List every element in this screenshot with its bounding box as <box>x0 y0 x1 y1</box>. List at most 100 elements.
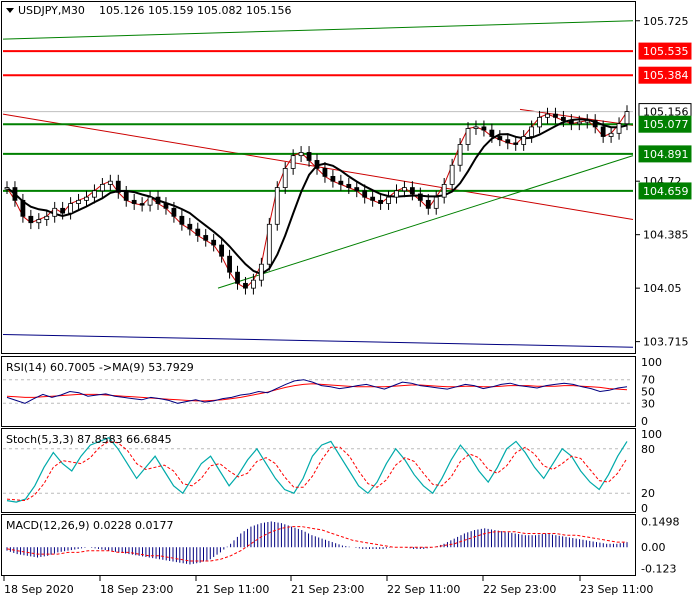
rsi-tick-label: 30 <box>641 397 655 410</box>
candle-body <box>624 111 630 125</box>
candle-body <box>219 244 225 257</box>
rsi-tick-label: 100 <box>641 356 662 369</box>
candle-body <box>155 196 161 204</box>
candle-body <box>235 271 240 284</box>
candle-body <box>330 176 336 182</box>
rsi-title: RSI(14) 60.7005 ->MA(9) 53.7929 <box>6 361 194 374</box>
candle-body <box>537 116 542 128</box>
candle-body <box>115 180 121 193</box>
candle-body <box>322 168 328 177</box>
candle-body <box>4 187 10 190</box>
candle-body <box>68 203 73 214</box>
candle-body <box>52 207 58 217</box>
collapse-triangle-icon[interactable] <box>6 8 14 13</box>
price-label-text-current: 105.156 <box>643 106 689 119</box>
candle-body <box>489 129 495 137</box>
rsi-tick-label: 70 <box>641 374 655 387</box>
price-label-box-support <box>638 182 692 200</box>
candle-body <box>251 279 256 289</box>
candle-body <box>449 164 455 185</box>
candle-body <box>616 123 622 134</box>
rsi-tick-label: 0 <box>641 415 648 428</box>
candle-body <box>584 120 590 123</box>
candle-body <box>60 207 66 214</box>
candle-body <box>465 128 471 145</box>
candle-body <box>314 160 320 169</box>
x-tick-label: 18 Sep 23:00 <box>100 583 173 596</box>
candle-body <box>28 215 34 224</box>
candle-body <box>107 180 113 185</box>
candle-body <box>513 142 519 145</box>
candle-body <box>409 187 415 195</box>
stoch-tick-label: 100 <box>641 428 662 441</box>
candle-body <box>171 207 177 217</box>
price-label-text-support: 104.891 <box>643 148 689 161</box>
candle-body <box>346 183 352 188</box>
candle-body <box>258 263 264 281</box>
main-price-panel: 105.725104.72104.385104.05103.715105.535… <box>2 15 692 349</box>
candle-body <box>290 155 296 169</box>
candle-body <box>36 219 42 224</box>
candle-body <box>441 183 447 198</box>
x-tick-label: 21 Sep 23:00 <box>291 583 364 596</box>
stochastic-panel: 100 80 20 0 <box>3 428 662 515</box>
candle-body <box>147 196 153 206</box>
candle-body <box>545 113 550 118</box>
stoch-signal-line <box>6 440 628 502</box>
channel-top-line <box>2 20 634 40</box>
candle-body <box>481 126 487 131</box>
macd-tick-label: -0.123 <box>641 562 676 575</box>
ohlc-readout: 105.126 105.159 105.082 105.156 <box>99 4 291 17</box>
candle-body <box>227 255 232 273</box>
price-label-text-support: 105.077 <box>643 118 689 131</box>
candle-body <box>473 126 479 129</box>
stoch-tick-label: 20 <box>641 487 655 500</box>
candle-body <box>608 132 614 137</box>
price-label-box-resistance <box>638 42 692 60</box>
stoch-tick-label: 80 <box>641 443 655 456</box>
macd-signal-line <box>6 526 627 562</box>
symbol-title: USDJPY,M30 <box>18 4 85 17</box>
candle-body <box>44 215 50 220</box>
candle-body <box>163 203 169 209</box>
candle-body <box>306 152 312 161</box>
price-label-box-support <box>638 115 692 133</box>
price-label-text-support: 104.659 <box>643 185 689 198</box>
candle-body <box>553 113 558 118</box>
candle-body <box>203 235 209 241</box>
candle-body <box>195 228 201 236</box>
rsi-tick-label: 50 <box>641 386 655 399</box>
candle-body <box>362 190 368 198</box>
stoch-main-line <box>6 436 628 503</box>
rsi-panel-frame <box>1 356 636 427</box>
candle-body <box>529 126 535 137</box>
candle-body <box>425 199 431 209</box>
candle-body <box>131 199 137 204</box>
y-tick-label: 103.715 <box>643 336 689 349</box>
stoch-tick-label: 0 <box>641 502 648 515</box>
candle-body <box>354 187 360 192</box>
x-tick-label: 22 Sep 23:00 <box>483 583 556 596</box>
y-tick-label: 104.05 <box>643 282 682 295</box>
macd-tick-label: 0.1498 <box>641 515 680 528</box>
candle-body <box>394 190 399 198</box>
candle-body <box>378 199 383 204</box>
candle-body <box>123 191 129 201</box>
time-axis: 18 Sep 2020 18 Sep 23:00 21 Sep 11:00 21 Se… <box>3 576 653 596</box>
candle-body <box>505 139 511 144</box>
y-tick-label: 105.725 <box>643 15 689 28</box>
candle-body <box>298 152 304 157</box>
rsi-line <box>6 379 628 404</box>
stoch-title: Stoch(5,3,3) 87.8583 66.6845 <box>6 433 172 446</box>
x-tick-label: 18 Sep 2020 <box>4 583 74 596</box>
candle-body <box>282 168 288 188</box>
channel-bottom-line <box>2 333 634 348</box>
candle-body <box>386 196 391 204</box>
candle-body <box>402 187 407 192</box>
candle-body <box>84 196 89 201</box>
candle-body <box>457 144 463 166</box>
candle-body <box>497 136 503 141</box>
